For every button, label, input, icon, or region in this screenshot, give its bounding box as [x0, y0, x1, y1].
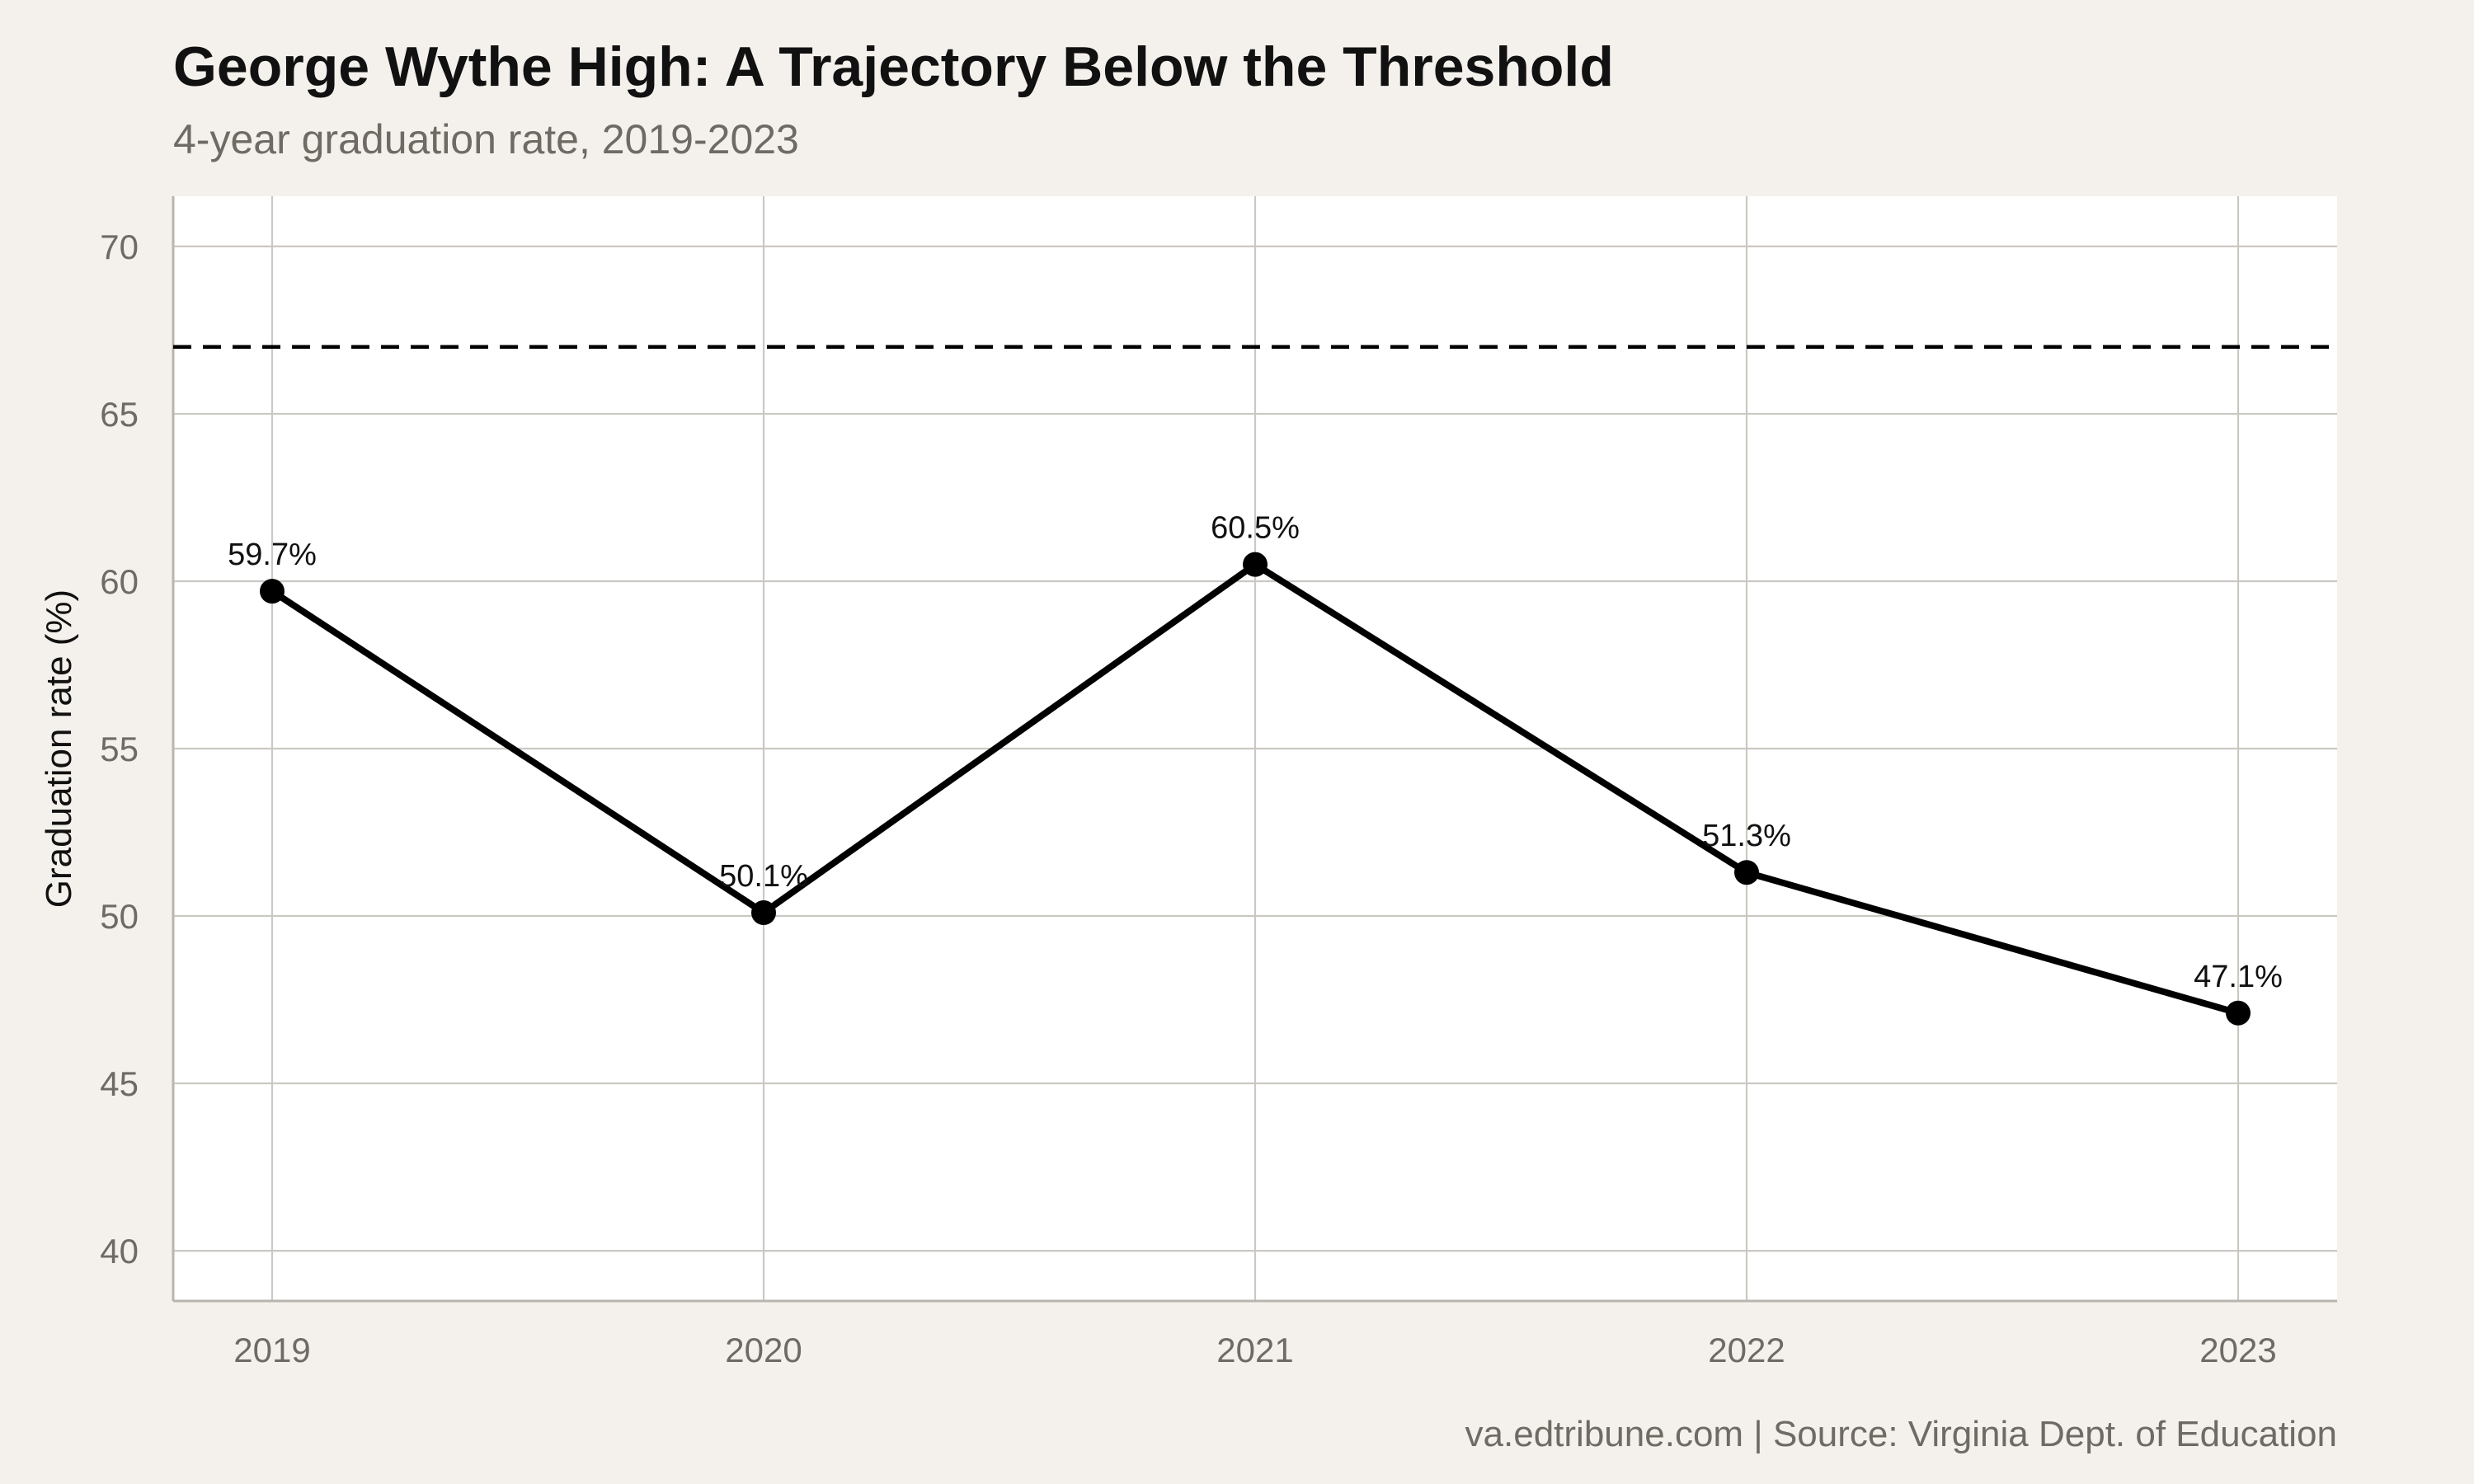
- y-tick-label: 55: [100, 730, 139, 768]
- y-tick-label: 60: [100, 562, 139, 601]
- axis-lines: [172, 196, 2337, 1303]
- data-point: [2226, 1000, 2251, 1026]
- source-caption: va.edtribune.com | Source: Virginia Dept…: [1465, 1414, 2337, 1454]
- data-label: 59.7%: [228, 538, 317, 572]
- data-label: 60.5%: [1211, 511, 1300, 546]
- data-point: [260, 579, 285, 604]
- chart-subtitle: 4-year graduation rate, 2019-2023: [173, 116, 799, 162]
- x-tick-label: 2021: [1216, 1331, 1293, 1369]
- data-label: 50.1%: [719, 859, 808, 894]
- x-tick-label: 2019: [233, 1331, 310, 1369]
- y-axis-title: Graduation rate (%): [39, 589, 79, 908]
- data-points: [260, 552, 2251, 1026]
- y-tick-labels: 40 45 50 55 60 65 70: [100, 228, 139, 1270]
- chart-title: George Wythe High: A Trajectory Below th…: [173, 35, 1614, 98]
- data-point: [1243, 552, 1268, 577]
- data-label: 47.1%: [2194, 960, 2283, 994]
- y-tick-label: 70: [100, 228, 139, 266]
- x-tick-label: 2020: [725, 1331, 802, 1369]
- x-tick-labels: 2019 2020 2021 2022 2023: [233, 1331, 2276, 1369]
- x-tick-label: 2022: [1708, 1331, 1785, 1369]
- data-labels: 59.7% 50.1% 60.5% 51.3% 47.1%: [228, 511, 2283, 994]
- data-label: 51.3%: [1702, 819, 1791, 853]
- y-tick-label: 50: [100, 897, 139, 936]
- data-point: [751, 899, 776, 925]
- data-point: [1734, 860, 1759, 885]
- y-tick-label: 40: [100, 1232, 139, 1270]
- x-gridlines: [270, 196, 2240, 1301]
- y-tick-label: 45: [100, 1064, 139, 1103]
- y-tick-label: 65: [100, 395, 139, 434]
- x-tick-label: 2023: [2199, 1331, 2276, 1369]
